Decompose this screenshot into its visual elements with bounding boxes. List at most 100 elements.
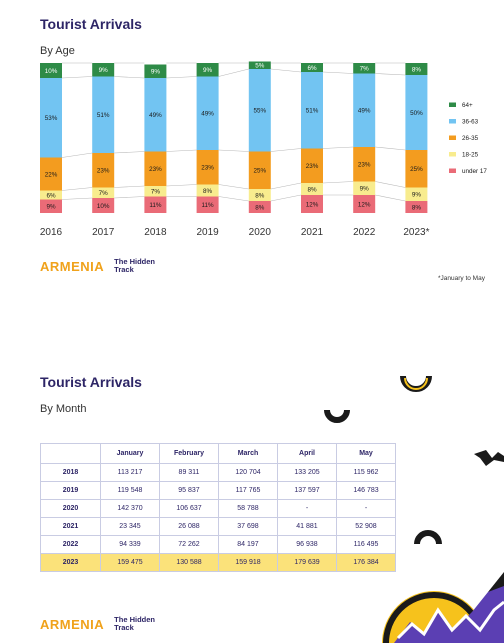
data-label: 10% — [45, 68, 58, 75]
bar-segment — [196, 184, 219, 197]
data-label: 12% — [358, 201, 371, 208]
connector-line — [322, 146, 354, 149]
legend-label: under 17 — [462, 168, 487, 175]
bar-segment — [92, 153, 115, 188]
data-label: 49% — [149, 112, 162, 119]
table-header-cell: January — [100, 443, 160, 464]
brand-tagline-line2: Track — [114, 623, 134, 632]
bar-segment — [196, 63, 219, 77]
connector-line — [375, 181, 406, 188]
data-label: 9% — [203, 67, 213, 74]
data-label: 12% — [306, 201, 319, 208]
table-cell: - — [336, 499, 396, 518]
bar-segment — [92, 187, 115, 198]
brand-tagline-line1: The Hidden — [114, 257, 156, 266]
table-cell: 117 765 — [218, 481, 278, 500]
table-cell: 120 704 — [218, 463, 278, 482]
x-tick-label: 2021 — [301, 227, 324, 238]
legend-label: 64+ — [462, 102, 473, 109]
data-label: 8% — [255, 192, 265, 199]
bar-segment — [301, 63, 323, 72]
connector-line — [114, 151, 145, 154]
bar-segment — [92, 76, 115, 153]
connector-line — [61, 152, 93, 158]
x-tick-label: 2023* — [403, 227, 429, 238]
table-cell-year: 2021 — [40, 517, 101, 536]
connector-line — [166, 184, 197, 187]
bar-segment — [92, 63, 115, 77]
data-label: 55% — [253, 108, 266, 115]
table-cell: 119 548 — [100, 481, 160, 500]
table-title: Tourist Arrivals — [40, 374, 142, 390]
data-label: 9% — [360, 186, 370, 193]
connector-line — [218, 196, 249, 202]
table-cell: 95 837 — [159, 481, 219, 500]
bar-segment — [248, 61, 271, 69]
data-label: 23% — [201, 165, 214, 172]
connector-line — [61, 197, 93, 200]
data-label: 7% — [151, 189, 161, 196]
brand-tagline: The Hidden Track — [114, 258, 155, 274]
data-label: 25% — [410, 166, 423, 173]
monthly-arrivals-table: January February March April May 2018 11… — [40, 443, 396, 572]
connector-line — [114, 196, 145, 199]
data-label: 25% — [253, 168, 266, 175]
table-cell-year: 2022 — [40, 535, 101, 554]
data-label: 9% — [412, 192, 422, 199]
table-cell: - — [277, 499, 337, 518]
legend-swatch — [449, 152, 456, 157]
x-tick-label: 2018 — [144, 227, 167, 238]
x-tick-label: 2017 — [92, 227, 115, 238]
chart-title: Tourist Arrivals — [40, 16, 142, 32]
table-cell: 94 339 — [100, 535, 160, 554]
table-row: 2020 142 370 106 637 58 788 - - — [40, 499, 396, 518]
legend-label: 18-25 — [462, 152, 479, 159]
connector-line — [218, 149, 249, 152]
bar-segment — [92, 198, 115, 213]
bar-segment — [196, 196, 219, 213]
bar-segment — [144, 64, 167, 78]
table-row: 2021 23 345 26 088 37 698 41 881 52 908 — [40, 517, 396, 536]
data-label: 51% — [306, 108, 319, 115]
decorative-half-circle — [400, 375, 432, 392]
bar-segment — [405, 63, 428, 75]
table-cell: 89 311 — [159, 463, 219, 482]
brand-name: ARMENIA — [40, 258, 105, 274]
table-cell: 26 088 — [159, 517, 219, 536]
bar-segment — [301, 72, 323, 149]
bar-segment — [196, 150, 219, 185]
data-label: 50% — [410, 110, 423, 117]
brand-logo-bottom: ARMENIA The Hidden Track — [40, 616, 155, 632]
bar-segment — [248, 69, 271, 152]
connector-line — [375, 194, 406, 202]
connector-line — [61, 187, 93, 191]
data-label: 23% — [358, 162, 371, 169]
table-header-cell: March — [218, 443, 278, 464]
x-tick-label: 2020 — [249, 227, 272, 238]
x-tick-label: 2022 — [353, 227, 376, 238]
connector-line — [166, 149, 197, 152]
bar-segment — [40, 157, 62, 191]
table-cell: 159 475 — [100, 553, 160, 572]
table-cell: 130 588 — [159, 553, 219, 572]
table-cell: 146 783 — [336, 481, 396, 500]
legend-swatch — [449, 102, 456, 107]
table-header-row: January February March April May — [40, 443, 396, 464]
bar-segment — [144, 78, 167, 152]
table-cell: 179 639 — [277, 553, 337, 572]
connector-line — [375, 73, 406, 76]
table-cell-year: 2018 — [40, 463, 101, 482]
data-label: 6% — [46, 192, 56, 199]
data-label: 7% — [99, 190, 109, 197]
connector-line — [218, 184, 249, 190]
table-cell: 52 908 — [336, 517, 396, 536]
bar-segment — [353, 147, 376, 182]
table-header-cell: February — [159, 443, 219, 464]
data-label: 53% — [45, 115, 58, 122]
bar-segment — [248, 189, 271, 201]
table-cell: 133 205 — [277, 463, 337, 482]
connector-line — [322, 181, 354, 184]
table-cell: 96 938 — [277, 535, 337, 554]
table-cell: 159 918 — [218, 553, 278, 572]
bar-segment — [353, 181, 376, 195]
